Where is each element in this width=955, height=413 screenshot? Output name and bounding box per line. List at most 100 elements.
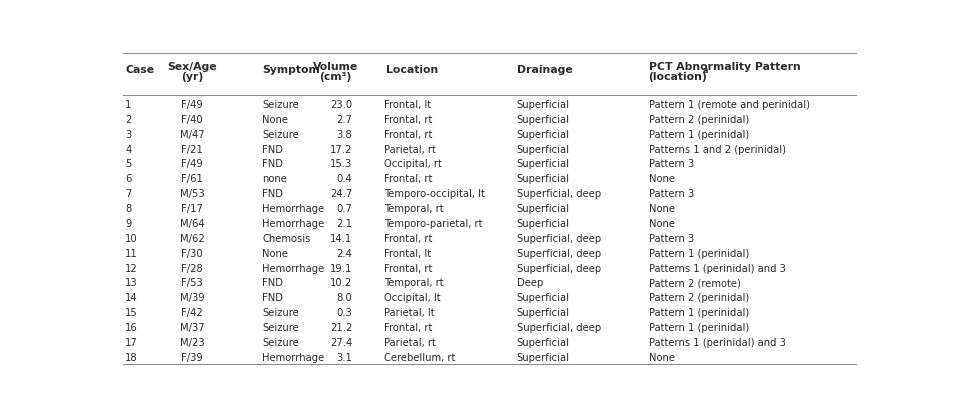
Text: (location): (location) [648, 71, 708, 81]
Text: PCT Abnormality Pattern: PCT Abnormality Pattern [648, 62, 800, 72]
Text: Patterns 1 (perinidal) and 3: Patterns 1 (perinidal) and 3 [648, 337, 785, 347]
Text: 10: 10 [125, 233, 138, 243]
Text: Pattern 1 (remote and perinidal): Pattern 1 (remote and perinidal) [648, 100, 810, 110]
Text: 15.3: 15.3 [330, 159, 352, 169]
Text: Seizure: Seizure [263, 100, 299, 110]
Text: F/49: F/49 [181, 100, 202, 110]
Text: Occipital, rt: Occipital, rt [384, 159, 441, 169]
Text: Seizure: Seizure [263, 322, 299, 332]
Text: Superficial: Superficial [517, 352, 570, 362]
Text: 13: 13 [125, 278, 138, 288]
Text: None: None [648, 204, 674, 214]
Text: 24.7: 24.7 [330, 189, 352, 199]
Text: 10.2: 10.2 [330, 278, 352, 288]
Text: Patterns 1 and 2 (perinidal): Patterns 1 and 2 (perinidal) [648, 144, 786, 154]
Text: Superficial, deep: Superficial, deep [517, 263, 601, 273]
Text: Occipital, lt: Occipital, lt [384, 293, 440, 303]
Text: Superficial: Superficial [517, 337, 570, 347]
Text: Pattern 3: Pattern 3 [648, 189, 694, 199]
Text: Temporo-parietal, rt: Temporo-parietal, rt [384, 218, 482, 228]
Text: 4: 4 [125, 144, 132, 154]
Text: Pattern 2 (perinidal): Pattern 2 (perinidal) [648, 114, 749, 124]
Text: 2.4: 2.4 [337, 248, 352, 258]
Text: 8.0: 8.0 [337, 293, 352, 303]
Text: Frontal, rt: Frontal, rt [384, 322, 432, 332]
Text: Temporal, rt: Temporal, rt [384, 204, 443, 214]
Text: Superficial, deep: Superficial, deep [517, 189, 601, 199]
Text: Parietal, rt: Parietal, rt [384, 144, 435, 154]
Text: Pattern 1 (perinidal): Pattern 1 (perinidal) [648, 248, 749, 258]
Text: a: a [703, 65, 708, 74]
Text: Frontal, lt: Frontal, lt [384, 100, 431, 110]
Text: Case: Case [125, 65, 155, 75]
Text: 19.1: 19.1 [330, 263, 352, 273]
Text: FND: FND [263, 159, 284, 169]
Text: Superficial: Superficial [517, 307, 570, 318]
Text: F/21: F/21 [180, 144, 202, 154]
Text: 1: 1 [125, 100, 132, 110]
Text: M/53: M/53 [180, 189, 204, 199]
Text: FND: FND [263, 278, 284, 288]
Text: Pattern 2 (remote): Pattern 2 (remote) [648, 278, 740, 288]
Text: M/62: M/62 [180, 233, 204, 243]
Text: 7: 7 [125, 189, 132, 199]
Text: Hemorrhage: Hemorrhage [263, 263, 325, 273]
Text: Seizure: Seizure [263, 337, 299, 347]
Text: M/39: M/39 [180, 293, 204, 303]
Text: 3.8: 3.8 [337, 129, 352, 139]
Text: 2: 2 [125, 114, 132, 124]
Text: Location: Location [386, 65, 437, 75]
Text: (cm³): (cm³) [319, 71, 351, 81]
Text: Superficial: Superficial [517, 174, 570, 184]
Text: Frontal, rt: Frontal, rt [384, 233, 432, 243]
Text: Superficial: Superficial [517, 293, 570, 303]
Text: F/28: F/28 [181, 263, 202, 273]
Text: F/53: F/53 [181, 278, 202, 288]
Text: M/47: M/47 [180, 129, 204, 139]
Text: 2.1: 2.1 [336, 218, 352, 228]
Text: Frontal, rt: Frontal, rt [384, 174, 432, 184]
Text: 0.3: 0.3 [337, 307, 352, 318]
Text: Pattern 3: Pattern 3 [648, 233, 694, 243]
Text: Hemorrhage: Hemorrhage [263, 218, 325, 228]
Text: Pattern 2 (perinidal): Pattern 2 (perinidal) [648, 293, 749, 303]
Text: M/37: M/37 [180, 322, 204, 332]
Text: F/30: F/30 [181, 248, 202, 258]
Text: Patterns 1 (perinidal) and 3: Patterns 1 (perinidal) and 3 [648, 263, 785, 273]
Text: 15: 15 [125, 307, 138, 318]
Text: 0.7: 0.7 [337, 204, 352, 214]
Text: Superficial, deep: Superficial, deep [517, 322, 601, 332]
Text: Temporal, rt: Temporal, rt [384, 278, 443, 288]
Text: None: None [263, 114, 288, 124]
Text: Frontal, rt: Frontal, rt [384, 114, 432, 124]
Text: M/64: M/64 [180, 218, 204, 228]
Text: 11: 11 [125, 248, 138, 258]
Text: F/42: F/42 [181, 307, 202, 318]
Text: F/61: F/61 [180, 174, 202, 184]
Text: 14.1: 14.1 [330, 233, 352, 243]
Text: None: None [263, 248, 288, 258]
Text: Frontal, lt: Frontal, lt [384, 248, 431, 258]
Text: Drainage: Drainage [517, 65, 573, 75]
Text: None: None [648, 174, 674, 184]
Text: Superficial: Superficial [517, 100, 570, 110]
Text: Pattern 1 (perinidal): Pattern 1 (perinidal) [648, 307, 749, 318]
Text: 23.0: 23.0 [330, 100, 352, 110]
Text: 18: 18 [125, 352, 138, 362]
Text: 17: 17 [125, 337, 138, 347]
Text: 16: 16 [125, 322, 138, 332]
Text: Pattern 1 (perinidal): Pattern 1 (perinidal) [648, 322, 749, 332]
Text: none: none [263, 174, 287, 184]
Text: Frontal, rt: Frontal, rt [384, 129, 432, 139]
Text: 27.4: 27.4 [330, 337, 352, 347]
Text: Seizure: Seizure [263, 129, 299, 139]
Text: 6: 6 [125, 174, 132, 184]
Text: 21.2: 21.2 [330, 322, 352, 332]
Text: Hemorrhage: Hemorrhage [263, 352, 325, 362]
Text: Deep: Deep [517, 278, 543, 288]
Text: 3.1: 3.1 [337, 352, 352, 362]
Text: F/40: F/40 [181, 114, 202, 124]
Text: Volume: Volume [313, 62, 358, 72]
Text: (yr): (yr) [180, 71, 203, 81]
Text: Seizure: Seizure [263, 307, 299, 318]
